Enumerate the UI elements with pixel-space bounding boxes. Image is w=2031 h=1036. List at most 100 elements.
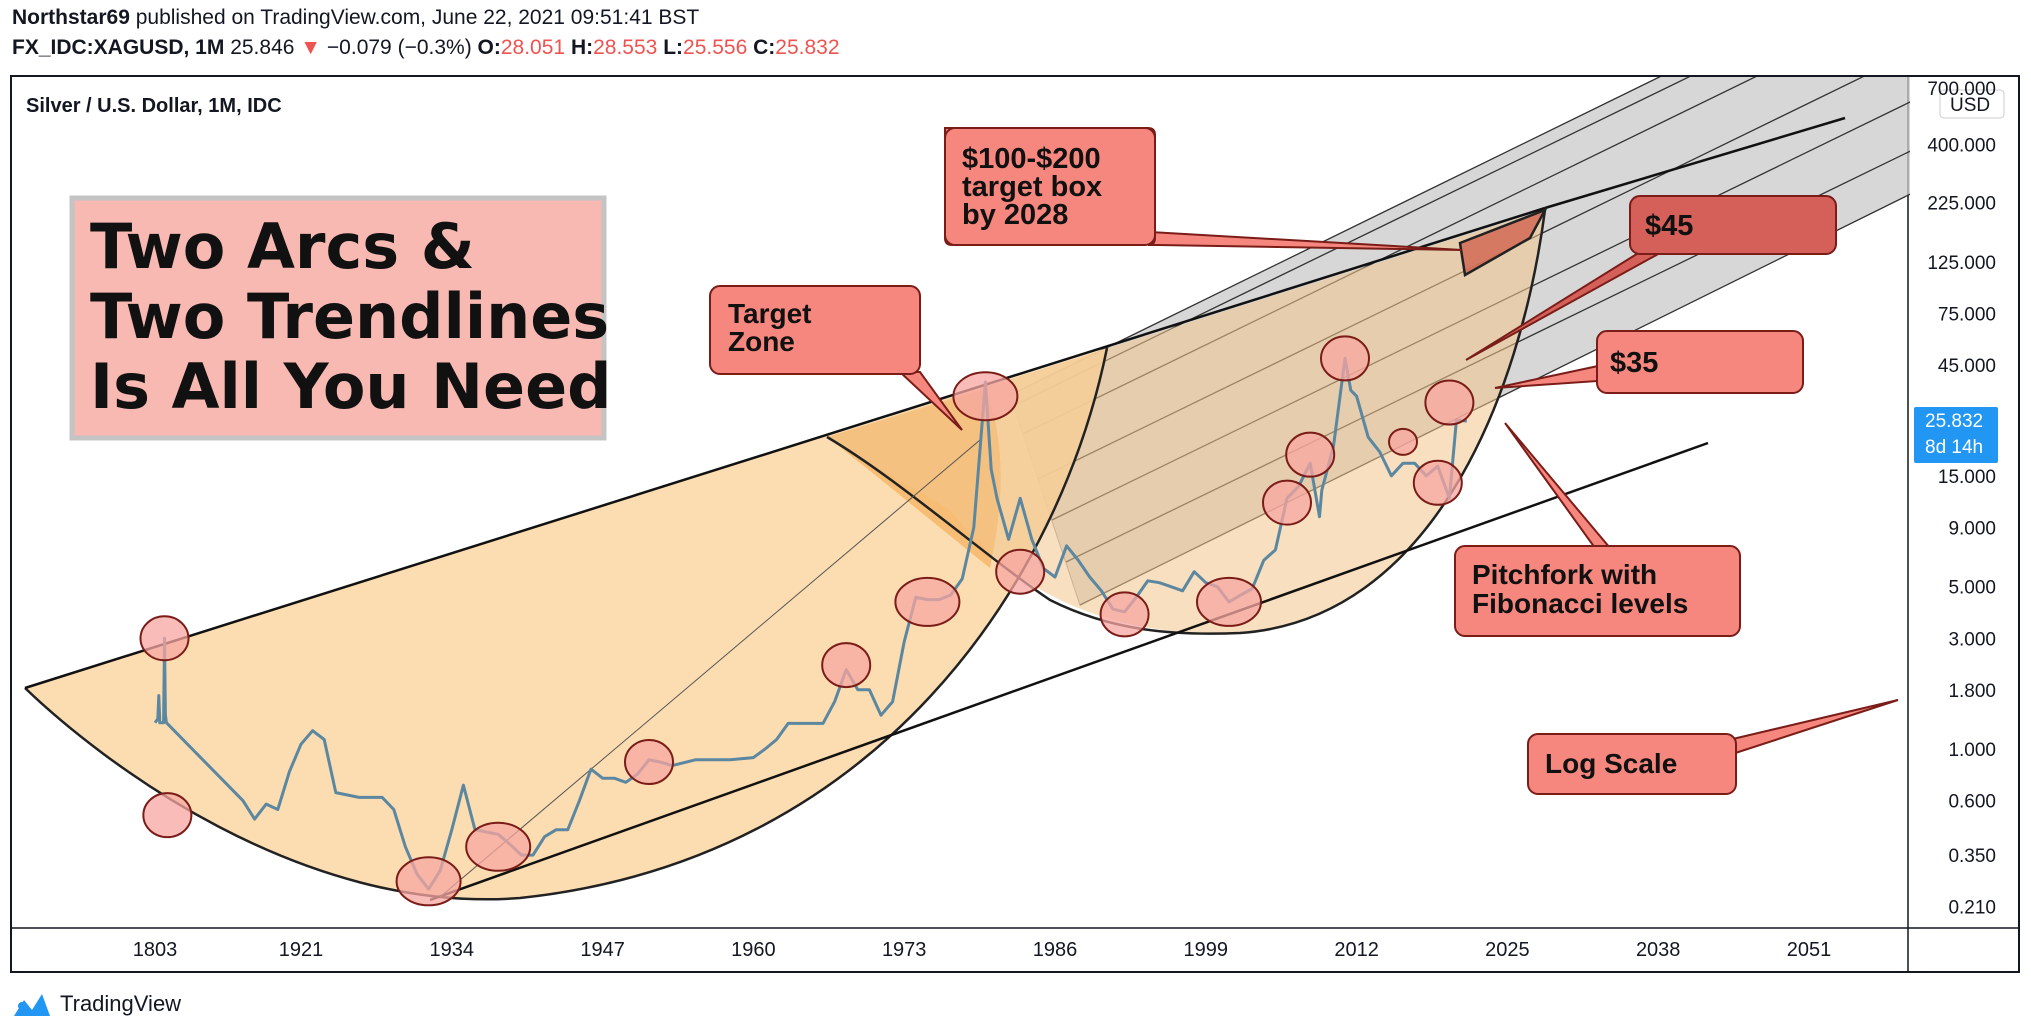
log-scale-callout-rect [1527,733,1737,795]
price-tick-label: 0.350 [1948,846,1996,867]
time-tick-label: 2051 [1787,939,1832,961]
time-tick-label: 1999 [1184,939,1229,961]
time-tick-label: 1921 [279,939,324,961]
price-change: −0.079 (−0.3%) [326,36,472,59]
title-line-1: Two Arcs & [90,210,475,283]
time-tick-label: 1960 [731,939,776,961]
author-name[interactable]: Northstar69 [12,6,130,29]
time-tick-label: 1934 [430,939,475,961]
target-box-callout: $100-$200 target box by 2028 [943,127,1463,251]
low-label: L: [663,36,684,59]
low-value: 25.556 [683,36,748,59]
currency-label-bg[interactable] [1939,89,2005,119]
currency-label[interactable]: USD [1950,95,1990,116]
footer: TradingView [12,990,181,1018]
symbol-info: FX_IDC:XAGUSD, 1M 25.846 ▼ −0.079 (−0.3%… [12,36,840,60]
target-box-text-2: target box [962,171,1102,203]
highlight-circle [1196,576,1262,627]
time-axis-labels[interactable]: 1803 1921 1934 1947 1960 1973 1986 1999 2012 2025… [133,939,1832,961]
down-arrow-icon: ▼ [300,36,322,59]
fib-line [1009,77,1661,396]
footer-brand[interactable]: TradingView [60,991,182,1016]
price-tick-label: 5.000 [1948,578,1996,599]
last-price-tag-countdown: 8d 14h [1925,437,1983,458]
level-45-text: $45 [1645,210,1693,242]
price-tick-label: 45.000 [1938,356,1996,377]
time-tick-label: 2038 [1636,939,1681,961]
pitchfork-text-1: Pitchfork with [1472,559,1657,590]
highlight-circle [1424,379,1475,426]
level-35-callout: $35 [1494,330,1804,394]
highlight-circle [624,739,674,786]
price-tick-label: 700.000 [1927,79,1996,100]
highlight-circle [465,821,532,872]
price-tick-label: 400.000 [1927,135,1996,156]
price-tick-label: 225.000 [1927,193,1996,214]
target-box-callout-rect [944,127,1156,246]
lower-trendline [429,441,1709,902]
highlight-circle [139,615,190,662]
last-price-tag-bg [1914,406,1998,463]
title-line-3: Is All You Need [90,350,612,423]
highlight-circle [1262,479,1312,526]
price-axis-labels[interactable]: 700.000 400.000 225.000 125.000 75.000 45.000… [1927,79,1996,919]
highlight-circle [821,642,872,689]
target-box [1458,207,1548,277]
pitchfork-median [439,439,981,898]
chart-title: Silver / U.S. Dollar, 1M, IDC [26,95,282,117]
time-tick-label: 1947 [580,939,625,961]
highlight-circle [952,371,1019,422]
highlight-circle [142,792,193,839]
target-zone-callout: Target Zone [709,285,963,431]
close-value: 25.832 [775,36,840,59]
last-price-tag: 25.832 8d 14h [1914,406,1998,463]
target-zone-text-2: Zone [728,326,795,357]
price-tick-label: 15.000 [1938,467,1996,488]
target-box-text-1: $100-$200 [962,143,1101,175]
highlight-circle [1285,431,1336,478]
target-box-text-3: by 2028 [962,199,1068,231]
symbol-name: FX_IDC:XAGUSD, 1M [12,36,225,59]
time-tick-label: 1986 [1033,939,1078,961]
log-scale-pointer [1719,699,1899,760]
price-tick-label: 0.600 [1948,792,1996,813]
time-tick-label: 2012 [1334,939,1379,961]
time-tick-label: 2025 [1485,939,1530,961]
last-price-tag-value: 25.832 [1925,411,1983,432]
pitchfork-callout: Pitchfork with Fibonacci levels [1454,422,1741,637]
highlight-circles [139,335,1475,907]
open-label: O: [477,36,501,59]
publish-info: Northstar69 published on TradingView.com… [12,6,699,30]
price-tick-label: 1.000 [1948,740,1996,761]
close-label: C: [753,36,776,59]
price-tick-label: 3.000 [1948,629,1996,650]
title-box-bg [69,195,607,441]
price-tick-label: 0.210 [1948,898,1996,919]
target-zone-callout-rect [709,285,921,375]
high-value: 28.553 [593,36,658,59]
log-scale-callout: Log Scale [1527,699,1899,795]
price-tick-label: 125.000 [1927,253,1996,274]
price-tick-label: 9.000 [1948,518,1996,539]
highlight-circle [894,576,961,627]
time-tick-label: 1973 [882,939,927,961]
highlight-circle [1412,459,1463,506]
last-price: 25.846 [230,36,295,59]
time-tick-label: 1803 [133,939,178,961]
title-line-2: Two Trendlines [90,280,609,353]
title-box: Two Arcs & Two Trendlines Is All You Nee… [69,195,612,441]
level-35-text: $35 [1610,347,1658,379]
upper-trendline-extension [1544,116,1846,210]
price-tick-label: 75.000 [1938,304,1996,325]
highlight-circle [395,856,462,907]
publish-date: published on TradingView.com, June 22, 2… [135,6,700,29]
upper-trendline [24,206,1546,690]
tradingview-logo-icon[interactable] [12,990,52,1018]
highlight-circle [1388,427,1418,456]
level-45-callout: $45 [1465,195,1837,361]
highlight-circle [1099,591,1150,638]
high-label: H: [570,36,594,59]
chart-frame [10,75,2020,973]
arc-two-curve [826,209,1547,635]
